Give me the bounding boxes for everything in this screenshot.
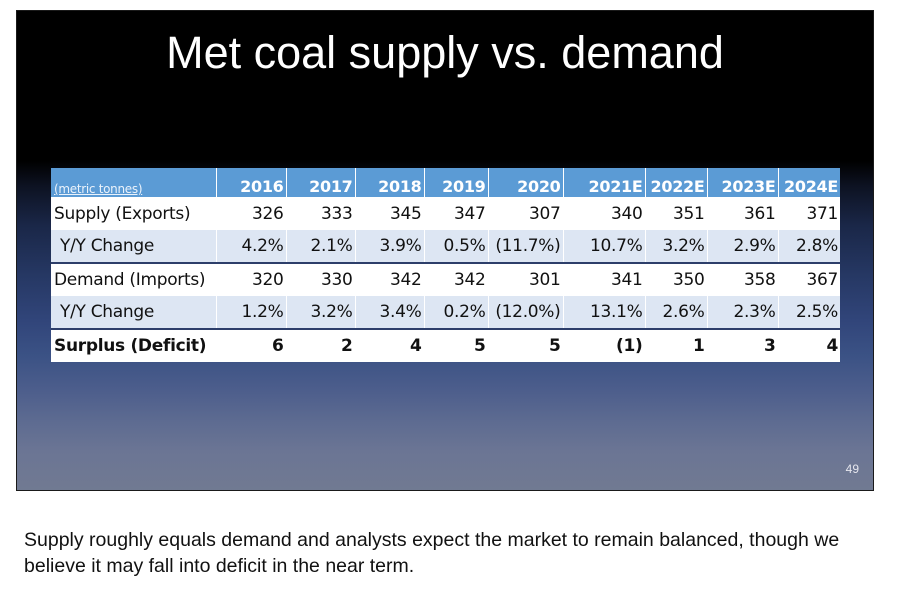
slide-title: Met coal supply vs. demand	[166, 27, 724, 78]
unit-label: (metric tonnes)	[51, 168, 217, 197]
year-header: 2016	[216, 168, 287, 197]
table-cell: 341	[563, 262, 646, 296]
table-cell: 342	[424, 262, 489, 296]
year-header: 2023E	[707, 168, 779, 197]
table-cell: 320	[216, 262, 287, 296]
year-header: 2018	[355, 168, 425, 197]
table-row-demand: Demand (Imports) 320 330 342 342 301 341…	[51, 262, 840, 296]
table-cell: 3.2%	[286, 296, 356, 329]
year-header: 2024E	[778, 168, 840, 197]
table-cell: (12.0%)	[488, 296, 564, 329]
table-cell: 2.5%	[778, 296, 840, 329]
table-cell: (1)	[563, 328, 646, 362]
table-cell: 4	[778, 328, 840, 362]
table-cell: 367	[778, 262, 840, 296]
table-cell: 330	[286, 262, 356, 296]
row-label: Surplus (Deficit)	[51, 328, 217, 362]
table-cell: 4	[355, 328, 425, 362]
table-row-supply: Supply (Exports) 326 333 345 347 307 340…	[51, 197, 840, 230]
table-cell: 3.9%	[355, 230, 425, 263]
slide: Met coal supply vs. demand (metric tonne…	[16, 10, 874, 491]
table-cell: 0.5%	[424, 230, 489, 263]
table-header-row: (metric tonnes) 2016 2017 2018 2019 2020…	[51, 168, 840, 197]
table-cell: 5	[488, 328, 564, 362]
table-cell: 0.2%	[424, 296, 489, 329]
table-cell: 345	[355, 197, 425, 230]
table-cell: 358	[707, 262, 779, 296]
table-cell: 371	[778, 197, 840, 230]
table-cell: 2.9%	[707, 230, 779, 263]
table-cell: 13.1%	[563, 296, 646, 329]
table-cell: 351	[645, 197, 708, 230]
table-cell: 2.8%	[778, 230, 840, 263]
supply-demand-table: (metric tonnes) 2016 2017 2018 2019 2020…	[51, 168, 840, 362]
row-label: Supply (Exports)	[51, 197, 217, 230]
year-header: 2020	[488, 168, 564, 197]
table-cell: 301	[488, 262, 564, 296]
slide-number: 49	[845, 462, 859, 476]
table-cell: 350	[645, 262, 708, 296]
table-row-supply-change: Y/Y Change 4.2% 2.1% 3.9% 0.5% (11.7%) 1…	[51, 230, 840, 263]
table-cell: 1.2%	[216, 296, 287, 329]
table-row-surplus: Surplus (Deficit) 6 2 4 5 5 (1) 1 3 4	[51, 328, 840, 362]
table-cell: 5	[424, 328, 489, 362]
row-label: Y/Y Change	[51, 230, 217, 263]
table-cell: 2.1%	[286, 230, 356, 263]
table-cell: 3.2%	[645, 230, 708, 263]
table-cell: 10.7%	[563, 230, 646, 263]
table-cell: 6	[216, 328, 287, 362]
table-cell: 340	[563, 197, 646, 230]
year-header: 2017	[286, 168, 356, 197]
table-cell: 347	[424, 197, 489, 230]
table-row-demand-change: Y/Y Change 1.2% 3.2% 3.4% 0.2% (12.0%) 1…	[51, 296, 840, 329]
table-cell: (11.7%)	[488, 230, 564, 263]
table-cell: 1	[645, 328, 708, 362]
year-header: 2019	[424, 168, 489, 197]
table-cell: 3.4%	[355, 296, 425, 329]
table-cell: 2	[286, 328, 356, 362]
table-cell: 333	[286, 197, 356, 230]
table-cell: 2.6%	[645, 296, 708, 329]
row-label: Y/Y Change	[51, 296, 217, 329]
table-cell: 326	[216, 197, 287, 230]
table-cell: 4.2%	[216, 230, 287, 263]
commentary-text: Supply roughly equals demand and analyst…	[24, 529, 840, 577]
year-header: 2022E	[645, 168, 708, 197]
table-cell: 307	[488, 197, 564, 230]
table-cell: 342	[355, 262, 425, 296]
table-cell: 2.3%	[707, 296, 779, 329]
year-header: 2021E	[563, 168, 646, 197]
table-cell: 3	[707, 328, 779, 362]
table-cell: 361	[707, 197, 779, 230]
row-label: Demand (Imports)	[51, 262, 217, 296]
